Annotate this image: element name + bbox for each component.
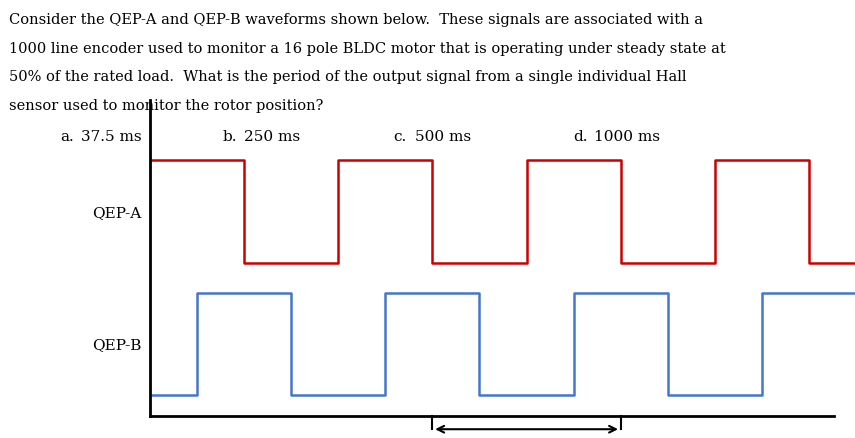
Text: QEP-A: QEP-A xyxy=(91,205,141,219)
Text: 1000 line encoder used to monitor a 16 pole BLDC motor that is operating under s: 1000 line encoder used to monitor a 16 p… xyxy=(9,42,725,56)
Text: 37.5 ms: 37.5 ms xyxy=(81,129,142,143)
Text: c.: c. xyxy=(393,129,406,143)
Text: 500 ms: 500 ms xyxy=(415,129,471,143)
Text: 50% of the rated load.  What is the period of the output signal from a single in: 50% of the rated load. What is the perio… xyxy=(9,70,686,84)
Text: 250 ms: 250 ms xyxy=(244,129,300,143)
Text: sensor used to monitor the rotor position?: sensor used to monitor the rotor positio… xyxy=(9,99,323,113)
Text: 1000 ms: 1000 ms xyxy=(594,129,660,143)
Text: Consider the QEP-A and QEP-B waveforms shown below.  These signals are associate: Consider the QEP-A and QEP-B waveforms s… xyxy=(9,13,703,27)
Text: a.: a. xyxy=(60,129,74,143)
Text: d.: d. xyxy=(573,129,587,143)
Text: b.: b. xyxy=(222,129,237,143)
Text: QEP-B: QEP-B xyxy=(91,337,141,351)
